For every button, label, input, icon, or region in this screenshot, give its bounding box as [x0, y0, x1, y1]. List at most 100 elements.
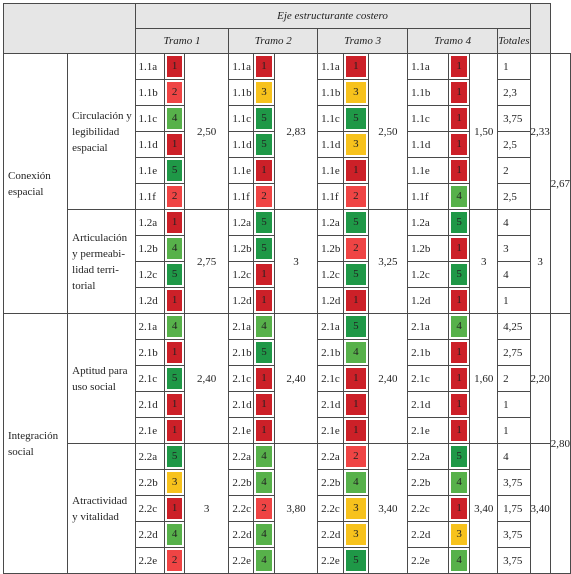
score-cell: 5 [253, 131, 275, 158]
indicator-total: 1 [497, 391, 531, 418]
score-cell: 1 [447, 157, 471, 184]
indicator-total: 2 [497, 157, 531, 184]
score-cell: 4 [343, 339, 369, 366]
score-value: 1 [346, 56, 366, 77]
indicator-id: 2.2c [317, 495, 345, 522]
indicator-id: 2.1b [317, 339, 345, 366]
score-cell: 5 [447, 443, 471, 470]
score-value: 5 [256, 342, 272, 363]
indicator-total: 4,25 [497, 313, 531, 340]
score-cell: 1 [343, 391, 369, 418]
score-value: 5 [346, 550, 366, 571]
table-row: 1.2c 5 1.2c 1 1.2c 5 1.2c 5 4 [4, 261, 571, 288]
indicator-id: 1.2c [317, 261, 345, 288]
score-cell: 5 [343, 313, 369, 340]
score-cell: 2 [164, 79, 185, 106]
score-cell: 1 [253, 391, 275, 418]
indicator-id: 1.2b [317, 235, 345, 262]
score-value: 1 [450, 342, 468, 363]
table-row: 2.2c 1 2.2c 2 2.2c 3 2.2c 1 1,75 [4, 495, 571, 522]
score-cell: 1 [447, 417, 471, 444]
score-cell: 1 [343, 365, 369, 392]
score-cell: 5 [253, 105, 275, 132]
score-cell: 4 [343, 469, 369, 496]
indicator-id: 2.1d [134, 391, 166, 418]
score-value: 1 [450, 108, 468, 129]
indicator-id: 2.1e [407, 417, 449, 444]
category-label: Integración social [2, 313, 69, 574]
score-value: 4 [256, 446, 272, 467]
score-value: 4 [346, 342, 366, 363]
score-value: 4 [167, 238, 182, 259]
table-row: 1.1f 2 1.1f 2 1.1f 2 1.1f 4 2,5 [4, 183, 571, 210]
indicator-id: 2.2d [407, 521, 449, 548]
score-value: 2 [167, 550, 182, 571]
score-value: 5 [346, 316, 366, 337]
score-value: 1 [167, 56, 182, 77]
indicator-id: 2.1e [134, 417, 166, 444]
score-cell: 2 [164, 183, 185, 210]
subcategory-label: Circulación y legibilidad espacial [67, 53, 136, 210]
score-value: 5 [167, 160, 182, 181]
indicator-id: 1.1e [407, 157, 449, 184]
indicator-id: 1.2a [407, 209, 449, 236]
indicator-id: 2.2e [317, 547, 345, 574]
indicator-id: 1.1c [317, 105, 345, 132]
score-cell: 4 [447, 313, 471, 340]
score-cell: 1 [343, 157, 369, 184]
score-cell: 4 [164, 235, 185, 262]
score-value: 2 [167, 186, 182, 207]
score-value: 1 [256, 420, 272, 441]
score-cell: 2 [253, 495, 275, 522]
score-value: 4 [167, 316, 182, 337]
score-value: 1 [346, 368, 366, 389]
score-cell: 3 [343, 521, 369, 548]
tramo-average: 3,80 [273, 443, 319, 574]
table-row: 2.1d 1 2.1d 1 2.1d 1 2.1d 1 1 [4, 391, 571, 418]
score-value: 1 [256, 290, 272, 311]
subcategory-total-average: 3 [529, 209, 551, 314]
score-cell: 1 [253, 157, 275, 184]
score-value: 2 [346, 238, 366, 259]
indicator-id: 2.2c [228, 495, 255, 522]
score-cell: 1 [447, 287, 471, 314]
header-corner [3, 3, 136, 54]
table-row: 2.1c 5 2.1c 1 2.1c 1 2.1c 1 2 [4, 365, 571, 392]
score-value: 5 [346, 212, 366, 233]
indicator-id: 2.1a [228, 313, 255, 340]
tramo-average: 2,83 [273, 53, 319, 210]
indicator-id: 2.1d [228, 391, 255, 418]
indicator-id: 2.2b [407, 469, 449, 496]
score-cell: 4 [447, 183, 471, 210]
indicator-id: 2.2e [228, 547, 255, 574]
score-value: 1 [450, 498, 468, 519]
score-cell: 1 [447, 235, 471, 262]
indicator-id: 2.2c [407, 495, 449, 522]
indicator-id: 1.1f [228, 183, 255, 210]
indicator-id: 2.2a [134, 443, 166, 470]
score-value: 2 [346, 446, 366, 467]
score-value: 1 [256, 264, 272, 285]
score-cell: 3 [164, 469, 185, 496]
score-cell: 1 [164, 391, 185, 418]
score-value: 1 [346, 420, 366, 441]
indicator-id: 2.2d [317, 521, 345, 548]
indicator-id: 1.1d [407, 131, 449, 158]
score-value: 1 [167, 212, 182, 233]
indicator-total: 2,5 [497, 183, 531, 210]
tramo-average: 3 [273, 209, 319, 314]
tramo-average: 2,40 [183, 313, 230, 444]
table-row: 2.1e 1 2.1e 1 2.1e 1 2.1e 1 1 [4, 417, 571, 444]
score-value: 5 [167, 264, 182, 285]
score-value: 1 [256, 56, 272, 77]
indicator-total: 1 [497, 53, 531, 80]
indicator-id: 1.2b [228, 235, 255, 262]
indicator-total: 2,5 [497, 131, 531, 158]
score-cell: 4 [164, 521, 185, 548]
table-row: 2.2e 2 2.2e 4 2.2e 5 2.2e 4 3,75 [4, 547, 571, 574]
indicator-id: 2.2d [134, 521, 166, 548]
score-cell: 2 [343, 235, 369, 262]
score-value: 4 [167, 524, 182, 545]
indicator-id: 1.1a [317, 53, 345, 80]
score-value: 1 [167, 498, 182, 519]
